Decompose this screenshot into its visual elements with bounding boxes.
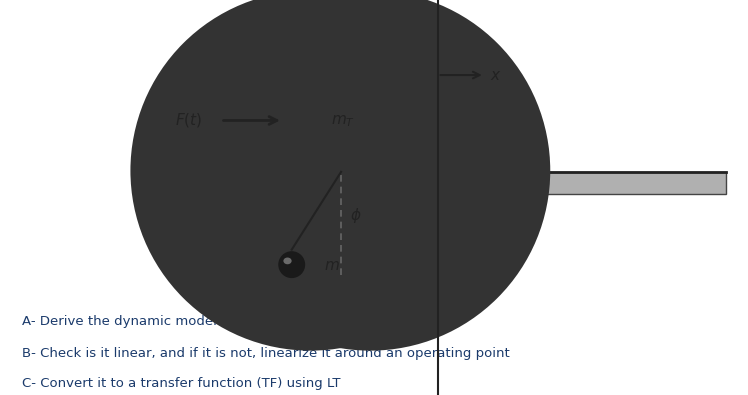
Text: $F(t)$: $F(t)$ <box>175 111 202 130</box>
Bar <box>157 172 726 194</box>
Ellipse shape <box>289 156 331 186</box>
Circle shape <box>279 252 304 277</box>
Text: $x$: $x$ <box>490 68 501 83</box>
Text: $m$: $m$ <box>324 258 340 273</box>
Text: B- Check is it linear, and if it is not, linearize it around an operating point: B- Check is it linear, and if it is not,… <box>22 347 510 360</box>
Circle shape <box>130 0 491 351</box>
Text: C- Convert it to a transfer function (TF) using LT: C- Convert it to a transfer function (TF… <box>22 377 341 389</box>
Text: A- Derive the dynamic model using the free body diagram: A- Derive the dynamic model using the fr… <box>22 316 411 328</box>
Bar <box>284 97 400 148</box>
Text: $m_T$: $m_T$ <box>331 113 355 129</box>
Text: $\phi$: $\phi$ <box>350 206 361 225</box>
Ellipse shape <box>283 258 292 264</box>
Circle shape <box>190 0 551 351</box>
Ellipse shape <box>349 156 391 186</box>
